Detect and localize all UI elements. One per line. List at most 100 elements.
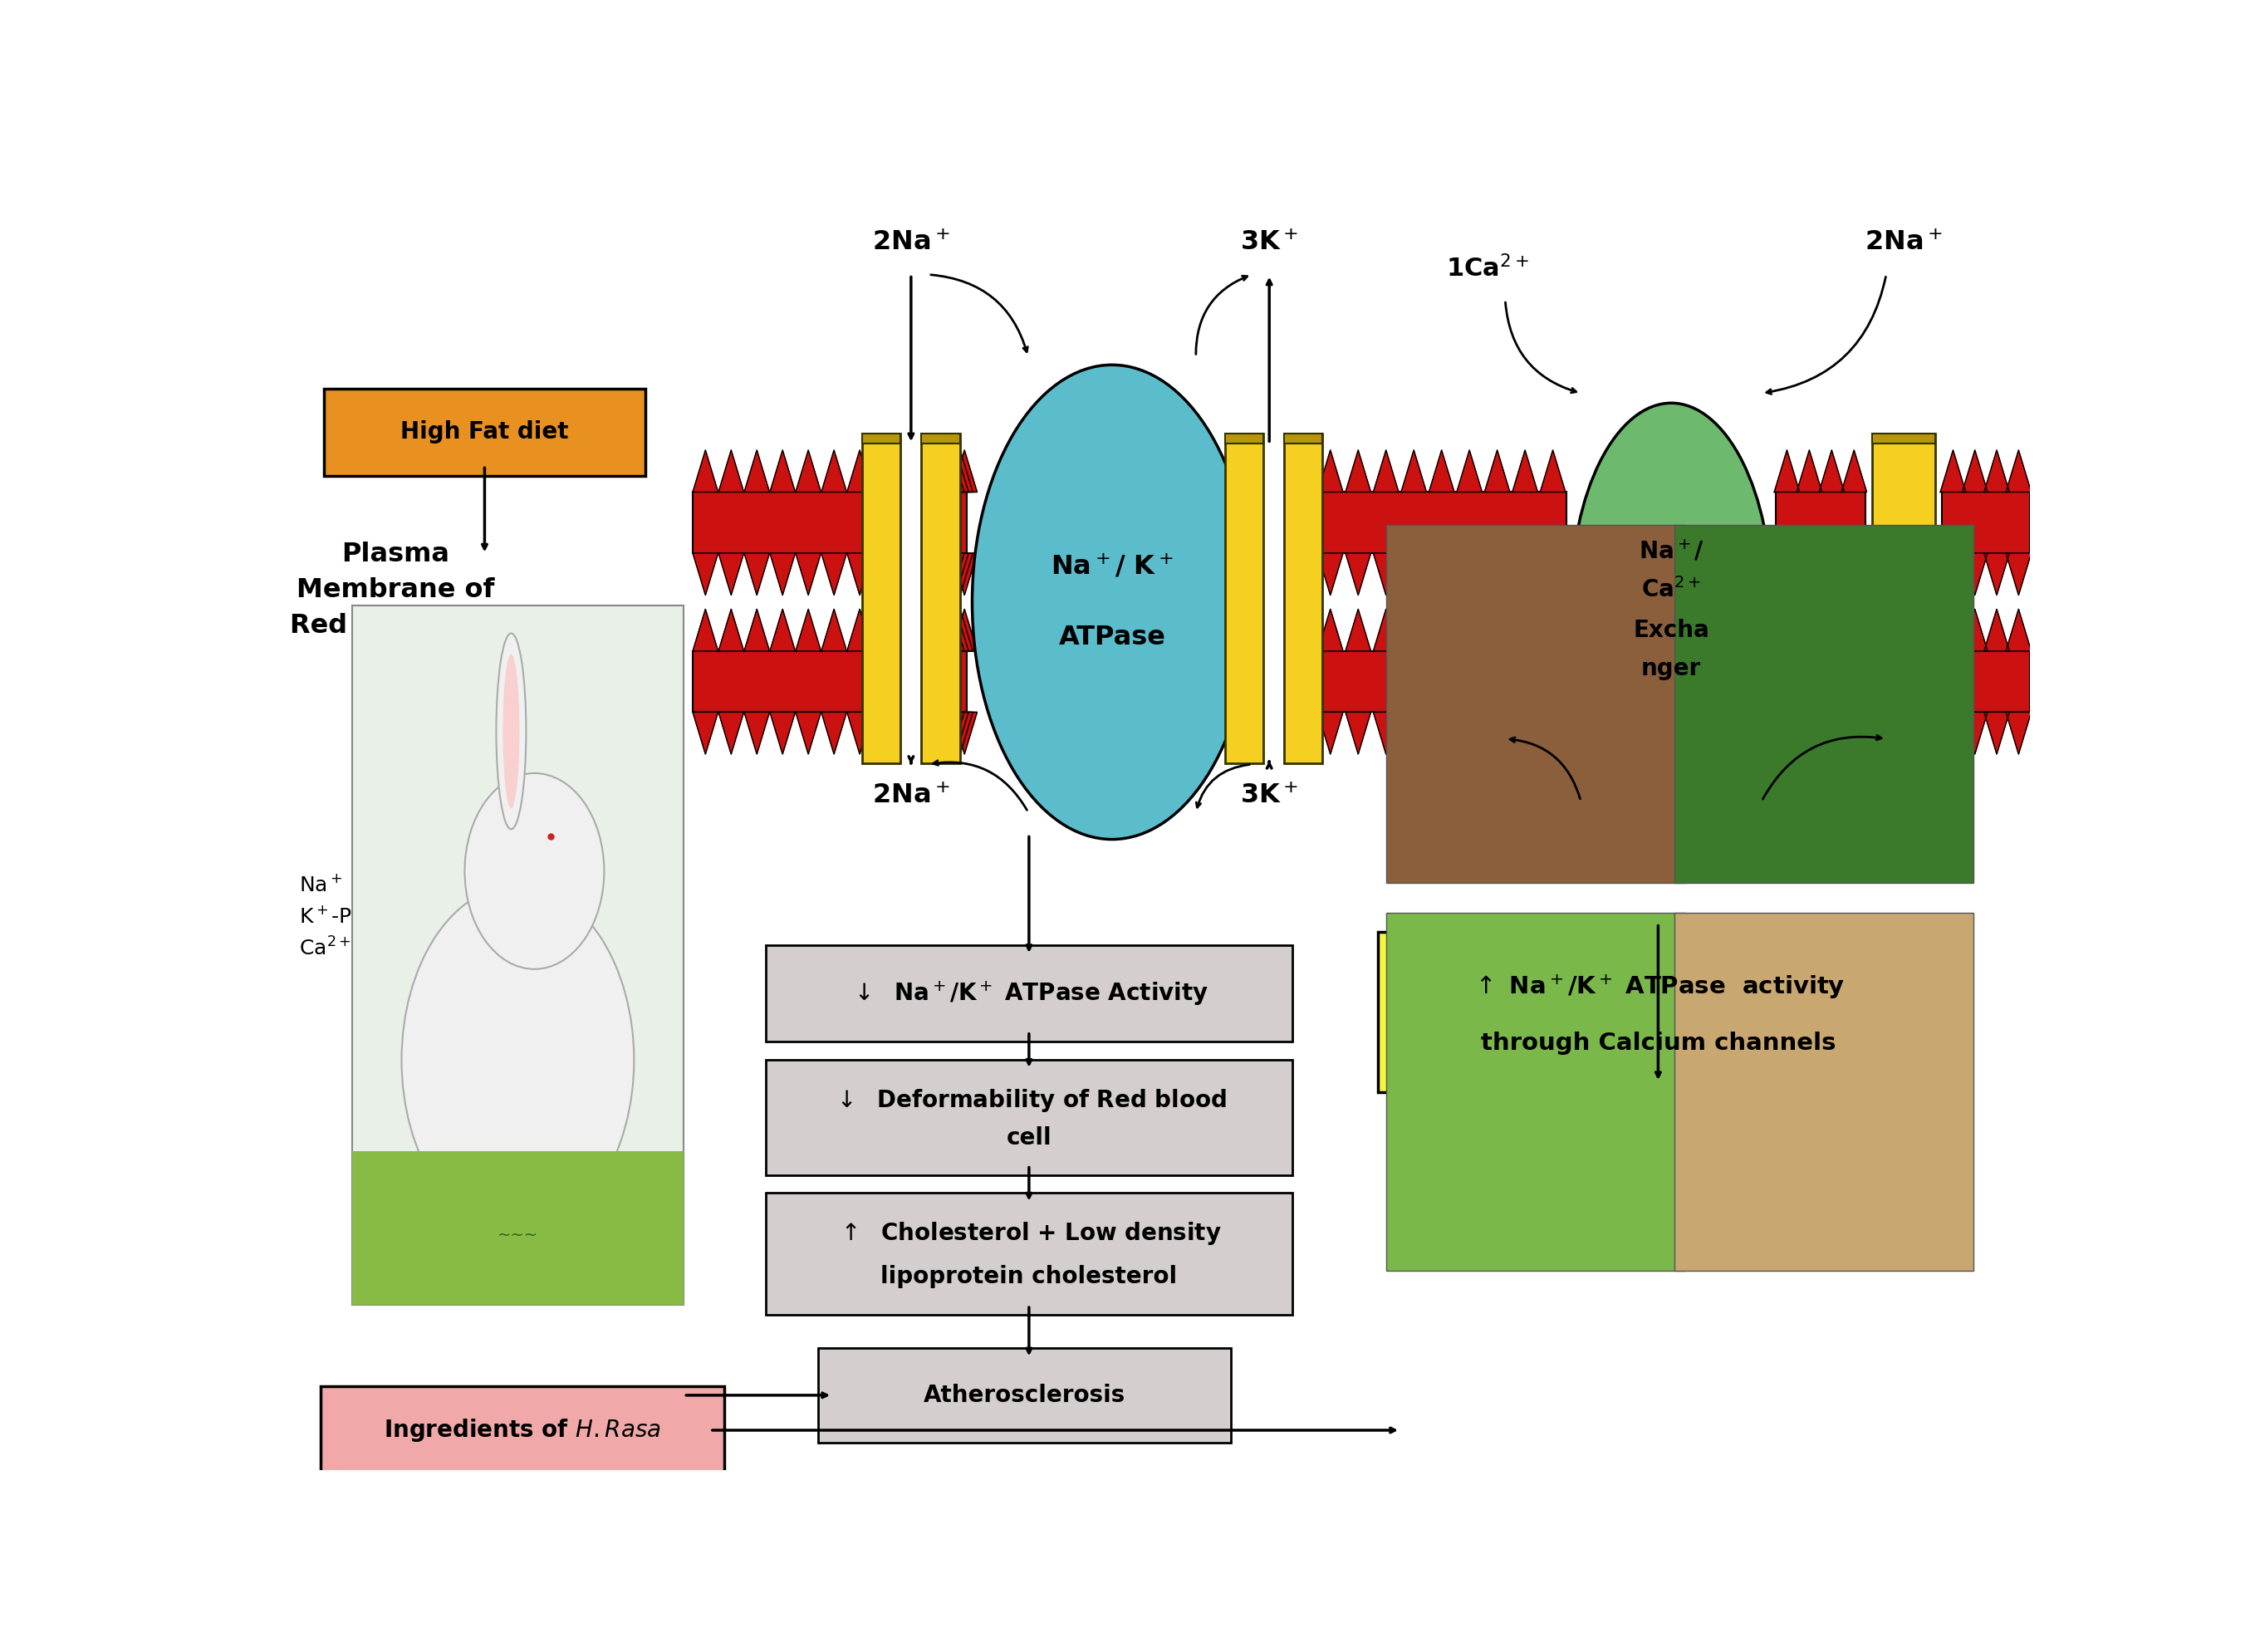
Text: Na$^+$ -Sodium ions: Na$^+$ -Sodium ions	[300, 876, 489, 895]
Polygon shape	[1346, 712, 1371, 753]
Text: 2Na$^+$: 2Na$^+$	[1865, 230, 1942, 256]
Polygon shape	[943, 553, 970, 595]
Polygon shape	[1797, 610, 1822, 651]
Polygon shape	[769, 610, 796, 651]
Bar	[1317, 492, 1567, 553]
Text: lipoprotein cholesterol: lipoprotein cholesterol	[882, 1265, 1177, 1289]
Ellipse shape	[496, 633, 525, 829]
FancyBboxPatch shape	[1387, 525, 1684, 882]
Polygon shape	[848, 449, 873, 492]
Polygon shape	[1373, 610, 1398, 651]
Polygon shape	[744, 712, 769, 753]
Polygon shape	[1820, 553, 1845, 595]
Text: cell: cell	[1006, 1127, 1051, 1150]
Text: Ca$^{2+}$: Ca$^{2+}$	[1642, 577, 1700, 601]
Polygon shape	[796, 553, 821, 595]
Polygon shape	[1775, 610, 1799, 651]
Text: Na$^+$/ K$^+$: Na$^+$/ K$^+$	[1051, 552, 1173, 580]
Polygon shape	[796, 449, 821, 492]
Polygon shape	[947, 610, 972, 651]
Polygon shape	[1484, 449, 1511, 492]
Polygon shape	[692, 449, 717, 492]
Polygon shape	[1820, 610, 1845, 651]
Text: Red blood cell: Red blood cell	[289, 613, 501, 639]
FancyBboxPatch shape	[325, 390, 645, 476]
Ellipse shape	[1572, 403, 1772, 801]
Polygon shape	[796, 610, 821, 651]
Text: 2 Na$^+$: 2 Na$^+$	[1860, 758, 1948, 783]
Text: $\downarrow$  Na$^+$/K$^+$ ATPase Activity: $\downarrow$ Na$^+$/K$^+$ ATPase Activit…	[850, 980, 1209, 1008]
Bar	[1775, 651, 1865, 712]
FancyBboxPatch shape	[767, 1193, 1292, 1315]
Polygon shape	[2007, 610, 2032, 651]
Polygon shape	[952, 610, 976, 651]
Polygon shape	[952, 553, 976, 595]
Bar	[1283, 433, 1324, 444]
Polygon shape	[769, 553, 796, 595]
Polygon shape	[943, 610, 970, 651]
Polygon shape	[692, 553, 717, 595]
Ellipse shape	[401, 885, 634, 1236]
Polygon shape	[1513, 449, 1538, 492]
Polygon shape	[938, 712, 965, 753]
Polygon shape	[821, 610, 846, 651]
Polygon shape	[947, 712, 972, 753]
Polygon shape	[1775, 553, 1799, 595]
Text: High Fat diet: High Fat diet	[401, 421, 568, 444]
Polygon shape	[1540, 553, 1565, 595]
Polygon shape	[943, 449, 970, 492]
Bar	[1775, 492, 1865, 553]
Text: Intra Cellular: Intra Cellular	[386, 742, 582, 768]
Polygon shape	[947, 553, 972, 595]
Polygon shape	[744, 610, 769, 651]
Bar	[949, 492, 967, 553]
Polygon shape	[1430, 610, 1454, 651]
FancyBboxPatch shape	[1378, 932, 1939, 1092]
Polygon shape	[1373, 449, 1398, 492]
Polygon shape	[1317, 553, 1344, 595]
Polygon shape	[1984, 553, 2009, 595]
Polygon shape	[1346, 610, 1371, 651]
Polygon shape	[848, 610, 873, 651]
Text: ~~~: ~~~	[498, 1227, 539, 1242]
Polygon shape	[1346, 553, 1371, 595]
Polygon shape	[1400, 712, 1427, 753]
FancyBboxPatch shape	[1675, 525, 1973, 882]
Polygon shape	[1430, 553, 1454, 595]
Polygon shape	[1513, 553, 1538, 595]
Polygon shape	[848, 553, 873, 595]
Polygon shape	[719, 610, 744, 651]
Polygon shape	[1540, 712, 1565, 753]
Polygon shape	[1842, 610, 1867, 651]
Polygon shape	[1962, 553, 1987, 595]
FancyBboxPatch shape	[1675, 914, 1973, 1270]
Polygon shape	[821, 712, 846, 753]
Polygon shape	[769, 449, 796, 492]
Polygon shape	[1540, 449, 1565, 492]
Text: 2Na$^+$: 2Na$^+$	[873, 783, 949, 809]
FancyBboxPatch shape	[1387, 914, 1684, 1270]
FancyBboxPatch shape	[767, 1059, 1292, 1175]
Text: $\downarrow$  Deformability of Red blood: $\downarrow$ Deformability of Red blood	[832, 1087, 1227, 1113]
Polygon shape	[938, 449, 965, 492]
Text: Extra Cellular: Extra Cellular	[381, 415, 584, 439]
Polygon shape	[1513, 610, 1538, 651]
Polygon shape	[821, 449, 846, 492]
Polygon shape	[952, 712, 976, 753]
Bar	[1224, 433, 1263, 763]
Text: $\uparrow$ Na$^+$/K$^+$ ATPase  activity: $\uparrow$ Na$^+$/K$^+$ ATPase activity	[1470, 973, 1845, 1001]
Bar	[922, 433, 961, 444]
Polygon shape	[1820, 712, 1845, 753]
Ellipse shape	[503, 654, 519, 808]
Polygon shape	[1797, 449, 1822, 492]
FancyBboxPatch shape	[352, 605, 683, 1305]
Polygon shape	[1513, 712, 1538, 753]
Bar	[949, 651, 967, 712]
Bar	[1317, 651, 1567, 712]
Polygon shape	[1484, 712, 1511, 753]
Polygon shape	[1842, 449, 1867, 492]
Polygon shape	[1457, 610, 1482, 651]
Polygon shape	[1984, 610, 2009, 651]
Polygon shape	[1457, 449, 1482, 492]
FancyBboxPatch shape	[819, 1348, 1231, 1442]
